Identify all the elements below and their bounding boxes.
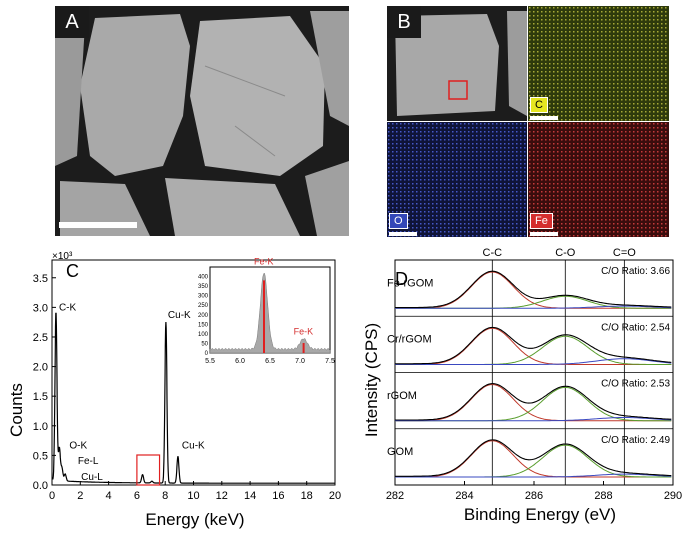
x-tick-label: 290: [664, 490, 682, 502]
spectrum-envelope: [395, 439, 672, 477]
fit-component: [395, 473, 672, 478]
y-tick-label: 1.5: [33, 391, 48, 403]
inset-y-tick-label: 100: [198, 332, 209, 338]
peak-label: Fe-L: [78, 456, 99, 467]
inset-peak-label: Fe-K: [254, 257, 274, 267]
x-tick-label: 282: [386, 490, 404, 502]
y-tick-label: 3.0: [33, 302, 48, 314]
panel-d-label: D: [395, 269, 408, 289]
fit-component: [395, 383, 672, 422]
x-tick-label: 6: [134, 490, 140, 502]
y-tick-label: 3.5: [33, 273, 48, 285]
inset-region-box: [136, 454, 161, 486]
y-tick-label: 0.5: [33, 450, 48, 462]
inset-x-tick-label: 7.5: [325, 358, 335, 365]
spectrum-envelope: [395, 383, 672, 421]
ratio-label: C/O Ratio: 2.49: [601, 435, 670, 446]
y-tick-label: 0.0: [33, 480, 48, 492]
fit-component: [395, 327, 672, 365]
peak-label: Cu-K: [182, 440, 205, 451]
peak-label: Cu-L: [81, 472, 103, 483]
scale-bar-iron: [530, 232, 558, 236]
inset-y-tick-label: 350: [198, 284, 209, 290]
y-axis-label: Intensity (CPS): [362, 323, 381, 437]
peak-label: Cu-K: [168, 310, 191, 321]
inset-y-tick-label: 250: [198, 303, 209, 309]
reference-line-label: C-O: [555, 247, 576, 259]
multiplier-label: ×10³: [52, 251, 73, 262]
inset-y-tick-label: 150: [198, 322, 209, 328]
fit-component: [395, 440, 672, 478]
panel-c-eds-spectrum: C ×10³ Counts Energy (keV) 0 2 4 6 8 10 12 14 16…: [7, 251, 341, 529]
carbon-map: C: [528, 6, 669, 121]
reference-line-label: C-C: [483, 247, 503, 259]
inset-x-tick-label: 5.5: [205, 358, 215, 365]
x-tick-label: 4: [106, 490, 112, 502]
y-tick-label: 1.0: [33, 421, 48, 433]
oxygen-map: O: [387, 122, 527, 237]
peak-label: O-K: [69, 440, 87, 451]
x-tick-label: 18: [301, 490, 313, 502]
sample-label: Fe-rGOM: [387, 277, 433, 289]
x-tick-label: 20: [329, 490, 341, 502]
x-tick-label: 0: [49, 490, 55, 502]
inset-y-tick-label: 200: [198, 313, 209, 319]
fit-component: [395, 335, 672, 365]
inset-x-tick-label: 6.0: [235, 358, 245, 365]
x-tick-label: 284: [455, 490, 473, 502]
scale-bar: [59, 222, 137, 228]
spectrum-line: [52, 312, 335, 484]
fit-component: [395, 417, 672, 422]
fit-component: [395, 305, 672, 309]
x-tick-label: 14: [244, 490, 256, 502]
ratio-label: C/O Ratio: 3.66: [601, 266, 670, 277]
x-tick-label: 286: [525, 490, 543, 502]
inset-peak-label: Fe-K: [294, 326, 314, 336]
x-tick-label: 16: [272, 490, 284, 502]
inset-y-tick-label: 300: [198, 294, 209, 300]
panel-b-eds-maps: B C O Fe: [387, 6, 669, 237]
panel-a-label: A: [55, 6, 89, 38]
peak-label: C-K: [59, 302, 77, 313]
fit-component: [395, 358, 672, 365]
y-tick-label: 2.0: [33, 362, 48, 374]
scale-bar-carbon: [530, 116, 558, 120]
iron-element-label: Fe: [530, 213, 553, 229]
x-tick-label: 12: [216, 490, 228, 502]
scale-bar-oxygen: [389, 232, 417, 236]
iron-map: Fe: [528, 122, 669, 237]
eds-reference-image: B: [387, 6, 527, 121]
y-tick-label: 2.5: [33, 332, 48, 344]
x-axis-label: Energy (keV): [145, 510, 244, 529]
x-tick-label: 8: [162, 490, 168, 502]
x-tick-label: 2: [77, 490, 83, 502]
x-tick-label: 288: [594, 490, 612, 502]
x-tick-label: 10: [187, 490, 199, 502]
tem-membrane-drawing: [55, 6, 349, 236]
reference-line-label: C=O: [613, 247, 636, 259]
panel-c-label: C: [66, 261, 79, 281]
inset-x-tick-label: 7.0: [295, 358, 305, 365]
inset-x-tick-label: 6.5: [265, 358, 275, 365]
ratio-label: C/O Ratio: 2.53: [601, 379, 670, 390]
x-axis-label: Binding Energy (eV): [464, 505, 616, 524]
panel-a-tem-image: A: [55, 6, 349, 236]
y-axis-label: Counts: [7, 383, 26, 437]
inset-y-tick-label: 400: [198, 275, 209, 281]
ratio-label: C/O Ratio: 2.54: [601, 322, 670, 333]
spectrum-envelope: [395, 270, 672, 309]
inset-y-tick-label: 0: [205, 351, 209, 357]
sample-label: GOM: [387, 446, 413, 458]
inset-y-tick-label: 50: [201, 341, 208, 347]
spectrum-envelope: [395, 326, 672, 365]
panel-b-label: B: [387, 6, 421, 38]
carbon-element-label: C: [530, 97, 548, 113]
sample-label: rGOM: [387, 390, 417, 402]
sample-label: Cr/rGOM: [387, 334, 432, 346]
panel-d-xps-spectra: D Intensity (CPS) Binding Energy (eV) 28…: [362, 247, 682, 524]
inset-spectrum: [209, 272, 331, 354]
oxygen-element-label: O: [389, 213, 408, 229]
fit-component: [395, 271, 672, 309]
